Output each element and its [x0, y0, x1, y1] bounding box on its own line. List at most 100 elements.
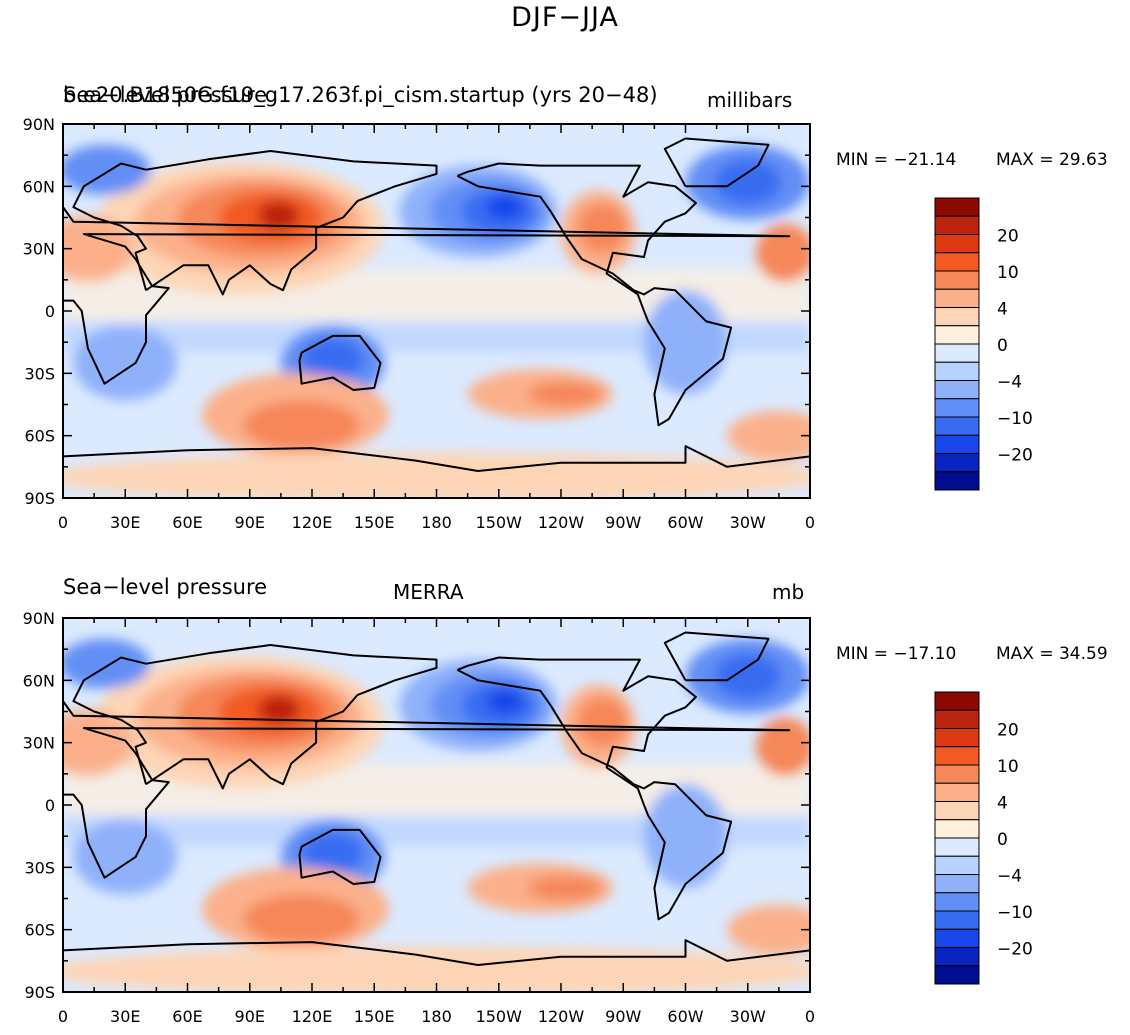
map-panel-2: 0 30E 60E 90E 120E 150E 180 150W 120W 90W 60W 30W 09…	[23, 609, 815, 1026]
colorbar-swatch	[934, 709, 980, 729]
panel2-left-title: Sea−level pressure	[63, 575, 268, 599]
x-tick-label: 150W	[476, 513, 523, 532]
colorbar-swatch	[934, 252, 980, 272]
colorbar-label: −10	[997, 409, 1033, 429]
colorbar-swatch	[934, 837, 980, 857]
x-tick-label: 120E	[292, 1007, 333, 1026]
x-tick-label: 150W	[476, 1007, 523, 1026]
colorbar-label: −4	[997, 373, 1022, 393]
colorbar-2: 20 10 4 0 −4 −10 −20	[934, 691, 1033, 985]
colorbar-swatch	[934, 947, 980, 967]
colorbar-swatch	[934, 892, 980, 912]
y-tick-label: 0	[45, 796, 55, 815]
y-tick-label: 60S	[24, 921, 55, 940]
colorbar-swatch	[934, 197, 980, 217]
panel2-max-label: MAX = 34.59	[996, 644, 1108, 664]
x-tick-label: 0	[805, 513, 815, 532]
coastlines-2	[63, 631, 810, 966]
colorbar-label: 0	[997, 830, 1008, 850]
x-tick-label: 30E	[110, 1007, 140, 1026]
colorbar-label: 4	[997, 300, 1008, 320]
panel1-max-label: MAX = 29.63	[996, 150, 1108, 170]
colorbar-swatch	[934, 234, 980, 254]
x-tick-label: 60W	[667, 513, 703, 532]
colorbar-swatch	[934, 928, 980, 948]
colorbar-label: 10	[997, 757, 1019, 777]
colorbar-swatch	[934, 471, 980, 491]
x-tick-label: 150E	[354, 513, 395, 532]
colorbar-swatch	[934, 307, 980, 327]
y-tick-label: 30N	[23, 240, 55, 259]
colorbar-swatch	[934, 855, 980, 875]
x-tick-label: 60W	[667, 1007, 703, 1026]
y-tick-label: 30N	[23, 734, 55, 753]
y-tick-label: 90S	[24, 983, 55, 1002]
colorbar-label: 4	[997, 794, 1008, 814]
colorbar-swatch	[934, 434, 980, 454]
x-tick-label: 30W	[730, 513, 766, 532]
colorbar-label: −4	[997, 867, 1022, 887]
y-tick-label: 30S	[24, 364, 55, 383]
colorbar-swatch	[934, 782, 980, 802]
x-tick-label: 180	[421, 1007, 452, 1026]
x-tick-label: 60E	[172, 513, 202, 532]
x-tick-label: 60E	[172, 1007, 202, 1026]
colorbar-swatch	[934, 874, 980, 894]
y-tick-label: 90S	[24, 489, 55, 508]
pressure-field-2	[63, 618, 810, 992]
colorbar-swatch	[934, 325, 980, 345]
x-tick-label: 0	[58, 1007, 68, 1026]
panel1-units: millibars	[707, 88, 793, 112]
colorbar-label: 0	[997, 336, 1008, 356]
y-tick-label: 30S	[24, 858, 55, 877]
x-tick-label: 30E	[110, 513, 140, 532]
colorbar-label: −10	[997, 903, 1033, 923]
y-tick-label: 60N	[23, 177, 55, 196]
colorbar-swatch	[934, 270, 980, 290]
colorbar-swatch	[934, 361, 980, 381]
colorbar-swatch	[934, 288, 980, 308]
colorbar-label: −20	[997, 446, 1033, 466]
pressure-field-1	[63, 124, 810, 498]
coastlines-1	[63, 137, 810, 472]
x-tick-label: 180	[421, 513, 452, 532]
colorbar-label: 20	[997, 227, 1019, 247]
panel1-center-title: b.e20.B1850G.f19_g17.263f.pi_cism.startu…	[63, 83, 658, 107]
x-tick-label: 120W	[538, 513, 585, 532]
y-tick-label: 0	[45, 302, 55, 321]
y-tick-label: 60S	[24, 427, 55, 446]
colorbar-swatch	[934, 801, 980, 821]
x-tick-label: 120W	[538, 1007, 585, 1026]
colorbar-swatch	[934, 910, 980, 930]
colorbar-swatch	[934, 764, 980, 784]
colorbar-label: 20	[997, 721, 1019, 741]
page-title: DJF−JJA	[511, 2, 619, 33]
panel1-min-label: MIN = −21.14	[836, 150, 957, 170]
panel2-min-label: MIN = −17.10	[836, 644, 957, 664]
colorbar-1: 20 10 4 0 −4 −10 −20	[934, 197, 1033, 491]
colorbar-swatch	[934, 728, 980, 748]
y-tick-label: 90N	[23, 115, 55, 134]
y-tick-label: 90N	[23, 609, 55, 628]
colorbar-swatch	[934, 398, 980, 418]
colorbar-swatch	[934, 965, 980, 985]
x-tick-label: 90E	[235, 513, 265, 532]
x-tick-label: 90E	[235, 1007, 265, 1026]
colorbar-label: 10	[997, 263, 1019, 283]
x-tick-label: 150E	[354, 1007, 395, 1026]
colorbar-swatch	[934, 746, 980, 766]
x-tick-label: 90W	[605, 1007, 641, 1026]
x-tick-label: 0	[58, 513, 68, 532]
colorbar-swatch	[934, 380, 980, 400]
colorbar-swatch	[934, 453, 980, 473]
colorbar-swatch	[934, 343, 980, 363]
x-tick-label: 0	[805, 1007, 815, 1026]
x-tick-label: 30W	[730, 1007, 766, 1026]
map-panel-1: 0 30E 60E 90E 120E 150E 180 150W 120W 90W 60W 30W 09…	[23, 115, 815, 532]
colorbar-swatch	[934, 819, 980, 839]
panel2-units: mb	[772, 580, 805, 604]
x-tick-label: 90W	[605, 513, 641, 532]
colorbar-swatch	[934, 691, 980, 711]
x-tick-label: 120E	[292, 513, 333, 532]
